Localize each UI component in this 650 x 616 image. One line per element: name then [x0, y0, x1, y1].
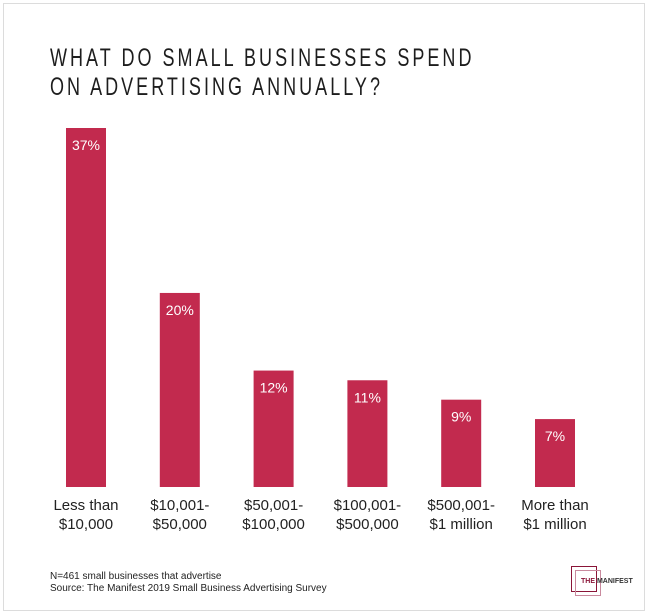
bar [347, 380, 388, 487]
chart-title: WHAT DO SMALL BUSINESSES SPEND ON ADVERT… [50, 44, 474, 102]
chart-notes: N=461 small businesses that advertise So… [50, 571, 327, 595]
category-label: $500,001- [427, 497, 495, 514]
bar [159, 292, 200, 487]
title-line-2: ON ADVERTISING ANNUALLY? [50, 73, 383, 101]
bar [441, 399, 482, 487]
source-note: Source: The Manifest 2019 Small Business… [50, 583, 327, 594]
data-label: 9% [451, 409, 471, 425]
category-label: $500,000 [336, 516, 399, 533]
bar [253, 370, 294, 487]
chart-frame [3, 3, 645, 611]
data-label: 37% [72, 137, 100, 153]
data-label: 11% [354, 389, 381, 405]
category-label: $10,001- [150, 497, 209, 514]
data-label: 12% [260, 380, 288, 396]
title-line-1: WHAT DO SMALL BUSINESSES SPEND [50, 44, 475, 72]
sample-note: N=461 small businesses that advertise [50, 571, 222, 582]
category-label: $1 million [430, 516, 493, 533]
category-label: More than [521, 497, 589, 514]
bar [66, 128, 106, 487]
category-label: $100,001- [334, 497, 402, 514]
bar [535, 419, 575, 487]
category-label: $50,001- [244, 497, 303, 514]
category-label: Less than [53, 497, 118, 514]
data-label: 20% [166, 302, 194, 318]
category-label: $100,000 [242, 516, 305, 533]
category-label: $10,000 [59, 516, 113, 533]
the-manifest-logo: THE MANIFEST [571, 566, 633, 596]
category-label: $50,000 [153, 516, 207, 533]
category-label: $1 million [523, 516, 586, 533]
data-label: 7% [545, 428, 565, 444]
